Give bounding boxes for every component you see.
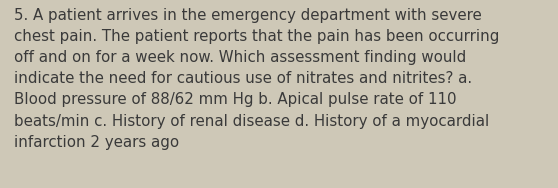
Text: 5. A patient arrives in the emergency department with severe
chest pain. The pat: 5. A patient arrives in the emergency de…: [14, 8, 499, 150]
